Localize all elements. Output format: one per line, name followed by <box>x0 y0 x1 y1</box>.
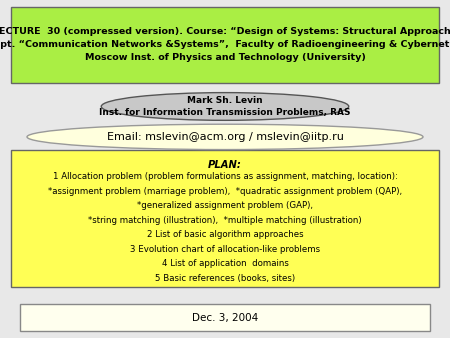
Text: 5 Basic references (books, sites): 5 Basic references (books, sites) <box>155 274 295 283</box>
Text: PLAN:: PLAN: <box>208 160 242 170</box>
Text: LECTURE  30 (compressed version). Course: “Design of Systems: Structural Approac: LECTURE 30 (compressed version). Course:… <box>0 27 450 63</box>
Text: *string matching (illustration),  *multiple matching (illustration): *string matching (illustration), *multip… <box>88 216 362 225</box>
Text: *assignment problem (marriage problem),  *quadratic assignment problem (QAP),: *assignment problem (marriage problem), … <box>48 187 402 196</box>
Text: *generalized assignment problem (GAP),: *generalized assignment problem (GAP), <box>137 201 313 210</box>
Text: 4 List of application  domains: 4 List of application domains <box>162 260 288 268</box>
Text: 2 List of basic algorithm approaches: 2 List of basic algorithm approaches <box>147 231 303 239</box>
Ellipse shape <box>101 93 349 120</box>
FancyBboxPatch shape <box>20 304 430 331</box>
Text: 3 Evolution chart of allocation-like problems: 3 Evolution chart of allocation-like pro… <box>130 245 320 254</box>
Text: 1 Allocation problem (problem formulations as assignment, matching, location):: 1 Allocation problem (problem formulatio… <box>53 172 397 181</box>
Ellipse shape <box>27 124 423 150</box>
FancyBboxPatch shape <box>11 7 439 83</box>
Text: Dec. 3, 2004: Dec. 3, 2004 <box>192 313 258 323</box>
FancyBboxPatch shape <box>11 150 439 287</box>
Text: Mark Sh. Levin
Inst. for Information Transmission Problems, RAS: Mark Sh. Levin Inst. for Information Tra… <box>99 96 351 117</box>
Text: Email: mslevin@acm.org / mslevin@iitp.ru: Email: mslevin@acm.org / mslevin@iitp.ru <box>107 132 343 142</box>
